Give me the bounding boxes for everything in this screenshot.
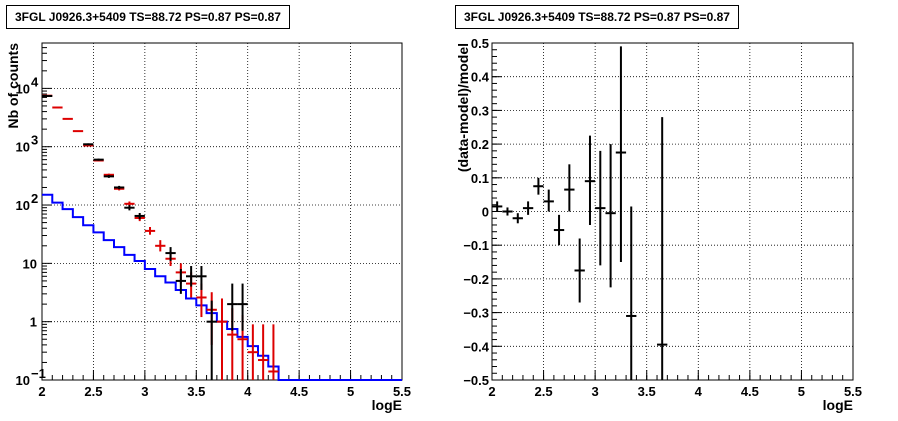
y-tick-label: 0.1 [471,171,489,186]
data-point [502,207,513,216]
data-point [206,300,217,380]
data-point [93,158,104,161]
data-point [584,135,596,225]
data-point [52,106,63,109]
data-point [258,324,269,380]
data-point [268,324,279,380]
data-point [144,227,156,235]
data-point [247,324,258,380]
y-tick-label: −0.2 [463,272,489,287]
y-tick-label: 10 [16,81,30,96]
y-tick-label: 1 [30,315,37,330]
x-tick-label: 2 [488,384,495,399]
left-chart-title: 3FGL J0926.3+5409 TS=88.72 PS=0.87 PS=0.… [6,5,290,29]
data-point [227,283,238,331]
x-axis-title: logE [823,397,853,413]
y-tick-exponent: −1 [31,366,46,381]
y-tick-label: −0.1 [463,238,489,253]
data-point [83,143,94,146]
y-tick-label: 10 [16,140,30,155]
x-tick-label: 4.5 [290,384,308,399]
data-point [543,189,554,212]
data-point [657,117,668,380]
data-point [196,266,207,290]
x-tick-label: 4 [244,384,252,399]
y-tick-label: −0.4 [463,339,489,354]
x-tick-label: 3.5 [187,384,205,399]
y-axis-title: Nb of counts [5,43,21,129]
data-point [134,213,145,220]
data-point [165,247,176,261]
x-tick-label: 2.5 [84,384,102,399]
x-tick-label: 5.5 [393,384,411,399]
x-tick-label: 3.5 [638,384,656,399]
data-point [615,46,627,263]
x-axis-title: logE [372,397,402,413]
data-point [626,206,637,380]
data-point [605,144,616,288]
data-point [595,150,606,266]
data-point [175,269,186,294]
y-tick-exponent: 2 [31,191,38,206]
data-point [553,214,565,246]
y-axis-title: (data-model)/model [455,43,471,172]
y-tick-label: 0.2 [471,137,489,152]
y-tick-label: 0.4 [471,70,490,85]
y-tick-label: 10 [23,256,37,271]
y-tick-exponent: 4 [31,74,39,89]
residual-panel: 2 2.5 3 3.5 4 4.5 5 5.5 −0.5 −0.4 −0.3 −0.2 −0.1 0 0.1… [455,36,862,413]
x-tick-label: 5.5 [844,384,862,399]
y-tick-label: −0.3 [463,306,489,321]
data-point [114,185,125,190]
x-tick-label: 5 [347,384,354,399]
data-point [62,117,73,120]
y-tick-label: 0.3 [471,103,489,118]
y-tick-exponent: 3 [31,133,38,148]
data-point [155,240,166,252]
x-tick-label: 5 [798,384,805,399]
x-tick-label: 4.5 [741,384,759,399]
data-point [103,174,114,178]
y-tick-label: 10 [16,373,30,388]
data-point [574,238,585,303]
data-point [216,298,228,380]
data-point [522,201,534,215]
data-point [512,213,523,224]
x-tick-label: 4 [695,384,703,399]
data-point [237,283,248,331]
data-point [124,205,135,211]
x-tick-label: 2.5 [535,384,553,399]
data-point [42,95,53,98]
y-tick-label: 0.5 [471,36,489,51]
data-point [72,130,84,133]
x-tick-label: 2 [38,384,45,399]
data-point [492,201,503,212]
data-point [564,164,575,212]
x-tick-label: 3 [141,384,148,399]
y-tick-label: −0.5 [463,373,489,388]
y-tick-label: 10 [16,198,30,213]
data-point [186,266,197,287]
x-tick-label: 3 [592,384,599,399]
right-chart-title: 3FGL J0926.3+5409 TS=88.72 PS=0.87 PS=0.… [455,5,739,29]
data-point [533,177,544,195]
y-tick-label: 0 [482,205,489,220]
